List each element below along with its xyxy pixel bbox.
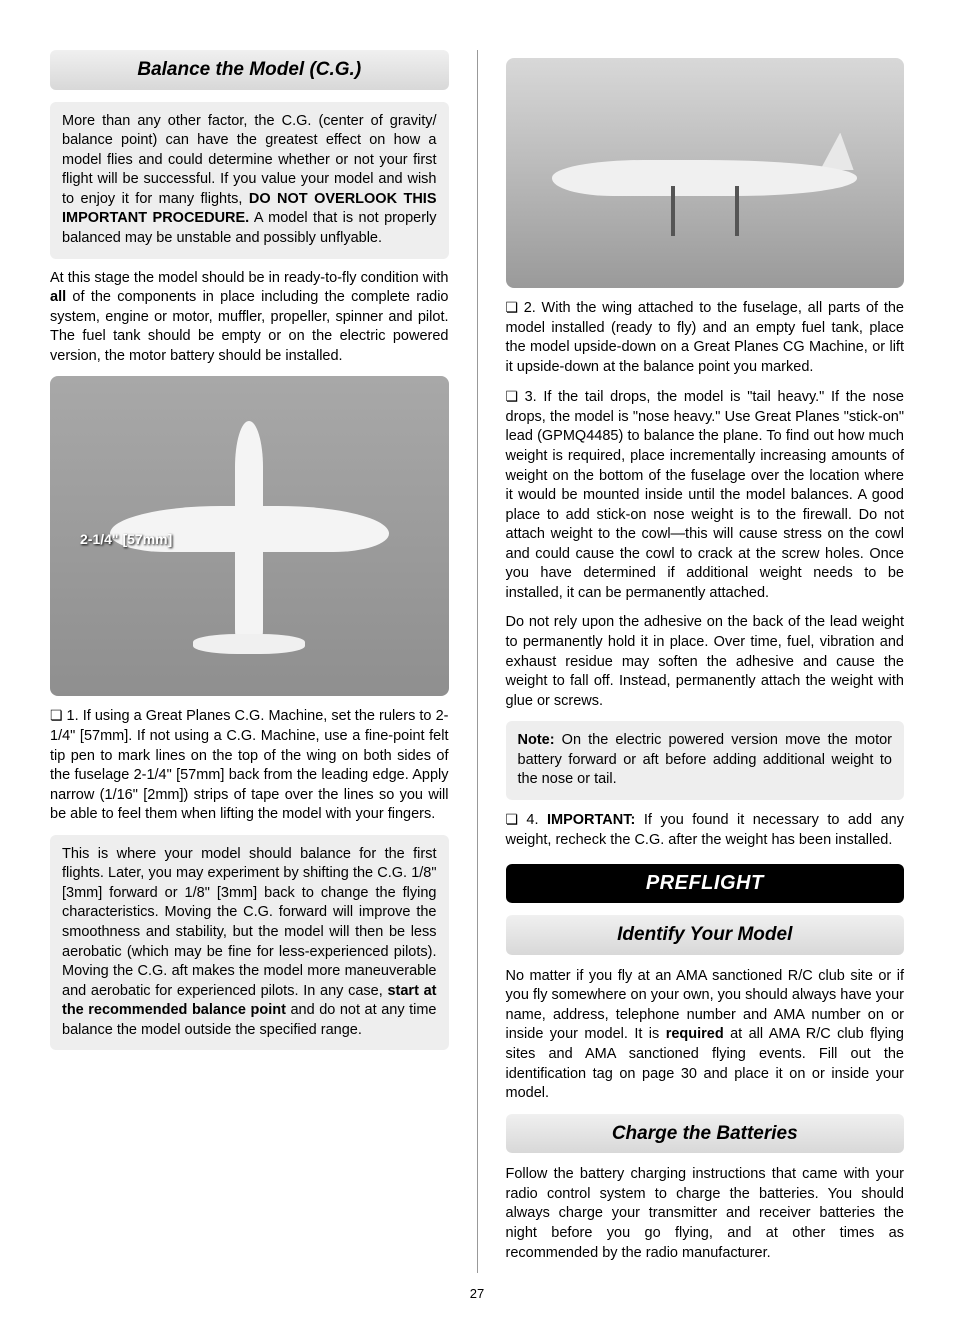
- ready-to-fly-paragraph: At this stage the model should be in rea…: [50, 269, 449, 367]
- electric-note-text: On the electric powered version move the…: [518, 732, 893, 787]
- para1-bold: all: [50, 289, 66, 305]
- checkbox-icon: [506, 300, 524, 316]
- electric-note-bold: Note:: [518, 732, 555, 748]
- step-1-text: 1. If using a Great Planes C.G. Machine,…: [50, 708, 449, 822]
- step-4-bold: IMPORTANT:: [547, 812, 635, 828]
- identify-paragraph: No matter if you fly at an AMA sanctione…: [506, 967, 905, 1104]
- image-side-plane-on-cg-machine: [506, 58, 905, 288]
- right-column: 2. With the wing attached to the fuselag…: [506, 50, 905, 1273]
- side-plane-illustration: [535, 110, 874, 237]
- left-column: Balance the Model (C.G.) More than any o…: [50, 50, 449, 1273]
- step-4-pre: 4.: [526, 812, 547, 828]
- heading-charge-batteries: Charge the Batteries: [506, 1114, 905, 1154]
- heading-identify-model: Identify Your Model: [506, 915, 905, 955]
- step-3: 3. If the tail drops, the model is "tail…: [506, 387, 905, 603]
- balance-advice-box: This is where your model should balance …: [50, 835, 449, 1051]
- column-divider: [477, 50, 478, 1273]
- checkbox-icon: [50, 708, 67, 724]
- electric-note-box: Note: On the electric powered version mo…: [506, 721, 905, 800]
- para1-post: of the components in place including the…: [50, 289, 449, 364]
- measurement-label: 2-1/4" [57mm]: [80, 530, 172, 549]
- heading-preflight: PREFLIGHT: [506, 864, 905, 903]
- adhesive-warning: Do not rely upon the adhesive on the bac…: [506, 613, 905, 711]
- heading-balance-model: Balance the Model (C.G.): [50, 50, 449, 90]
- checkbox-icon: [506, 389, 525, 405]
- identify-bold: required: [666, 1026, 724, 1042]
- step-2: 2. With the wing attached to the fuselag…: [506, 298, 905, 377]
- step-4: 4. IMPORTANT: If you found it necessary …: [506, 810, 905, 850]
- checkbox-icon: [506, 812, 527, 828]
- step-3-text: 3. If the tail drops, the model is "tail…: [506, 389, 905, 601]
- intro-note-box: More than any other factor, the C.G. (ce…: [50, 102, 449, 259]
- para1-pre: At this stage the model should be in rea…: [50, 270, 449, 286]
- image-top-down-plane: 2-1/4" [57mm]: [50, 376, 449, 696]
- step-1: 1. If using a Great Planes C.G. Machine,…: [50, 706, 449, 824]
- charge-paragraph: Follow the battery charging instructions…: [506, 1165, 905, 1263]
- page-number: 27: [50, 1285, 904, 1303]
- balance-note-pre: This is where your model should balance …: [62, 846, 437, 999]
- step-2-text: 2. With the wing attached to the fuselag…: [506, 300, 905, 375]
- two-column-layout: Balance the Model (C.G.) More than any o…: [50, 50, 904, 1273]
